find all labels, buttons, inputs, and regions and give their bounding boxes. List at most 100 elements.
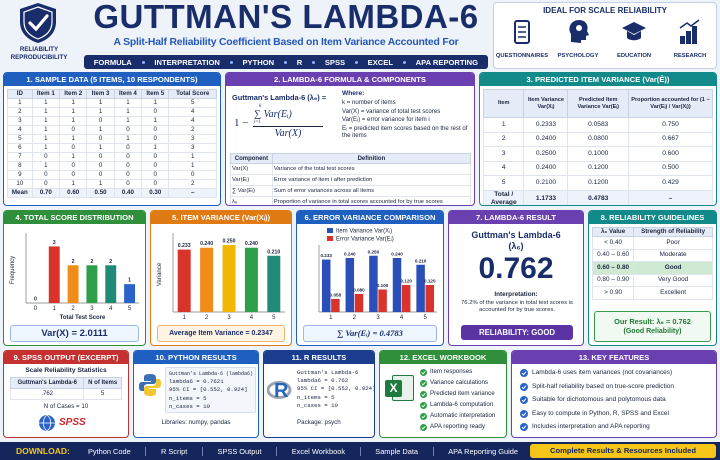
column-header: Guttman's Lambda-6 [9,377,85,389]
table-cell: 1 [482,117,525,133]
chart-result: Var(X) = 2.0111 [10,325,139,342]
table-cell: 1 [31,143,61,153]
bar [401,285,411,312]
table-cell: 0.667 [627,131,714,147]
table-cell: 0 [141,125,170,135]
bar-value-label: 0.240 [245,241,258,247]
bar [177,249,191,312]
check-mark [421,370,426,375]
feature-item: Easy to compute in Python, R, SPSS and E… [532,409,669,417]
code-line: lambda6 = 0.762 [297,377,349,385]
x-tick-label: 5 [128,306,132,312]
code-line: 95% CI = [0.552, 0.924] [297,385,375,393]
y-axis-label: Variance [157,262,163,286]
column-header: Proportion accounted for (1 − Var(Eᵢ) / … [627,89,714,118]
column-header: N of Items [83,377,122,389]
tag-separator [354,60,358,64]
subtitle: A Split-Half Reliability Coefficient Bas… [113,37,459,48]
spss-panel: 9. SPSS OUTPUT (EXCERPT) Scale Reliabilit… [3,350,129,438]
check-mark [521,398,527,403]
table: Item Item Variance Var(Xᵢ) Predicted Item … [482,89,714,205]
table-cell: 2 [168,125,217,135]
formula-one: 1 − [234,117,249,129]
table-cell: Mean [7,188,33,198]
where-item: Eᵢ = predicted item scores based on the … [342,124,468,139]
x-tick-label: 1 [329,315,333,321]
chart: Frequency Total Test Score 0 1 2 3 4 5 0 3 2 2 2 1 [10,233,139,321]
header-row: Guttman's Lambda-6 N of Items [9,377,122,389]
bar [331,298,340,312]
result-name: Guttman's Lambda-6 [471,230,561,240]
spss-logo-icon [39,414,55,432]
table-cell: 3 [482,146,525,162]
check-mark [521,411,527,416]
table: λ₆ Value Strength of Reliability < 0.40 Poo… [591,227,713,300]
table-cell: 1 [59,98,88,108]
check-circle [420,380,427,387]
footer-items: Python Code R Script SPSS Output Excel Work… [88,442,518,460]
bar-value-label: 0.240 [391,252,403,257]
table-cell: 1 [31,116,61,126]
check-icon [520,396,528,404]
check-mark [521,425,527,430]
legend-swatch [327,228,333,233]
table-cell: Poor [633,236,713,250]
x-tick-label: 1 [53,306,57,312]
spss-cases: N of Cases = 10 [43,403,89,410]
title: GUTTMAN'S LAMBDA-6 [93,0,479,35]
tag: EXCEL [367,57,393,67]
table-cell: Excellent [633,286,713,300]
excel-item: Predicted item variance [430,390,495,397]
icon-arrow [679,19,700,29]
column-header: Item 2 [59,89,88,99]
table-cell: 4 [7,125,33,135]
table-row: Var(Eᵢ) Error variance of item i after pr… [230,174,472,186]
table-cell: Total / Average [482,189,525,205]
ideal-label: RESEARCH [673,53,707,59]
table-cell: 0 [31,152,61,162]
table-cell: 0 [86,152,115,162]
tag: INTERPRETATION [154,57,220,67]
legend-swatch [327,236,333,241]
table-cell: 1 [86,107,115,117]
column-header: Item 4 [113,89,143,99]
chart-panel: 4. TOTAL SCORE DISTRIBUTION Frequency Tota… [3,210,146,346]
table-cell: 0.600 [627,146,714,162]
check-mark [421,414,426,419]
where-item: k = number of items [342,99,396,106]
bar [416,264,425,312]
table-cell: 3 [168,143,217,153]
x-tick-label: 0 [34,306,38,312]
chart-result: Average Item Variance = 0.2347 [157,325,285,342]
table-cell: 3 [168,134,217,144]
total-row: Mean 0.70 0.60 0.50 0.40 0.30– [7,188,217,198]
table-cell: 0.500 [627,160,714,176]
table-cell: 1 [113,98,143,108]
r-logo-icon [267,381,292,399]
table-cell: 3 [7,116,33,126]
spss-subtitle: Scale Reliability Statistics [25,367,107,374]
table-cell: 0.1200 [567,175,629,191]
table-cell: – [168,188,217,198]
column-header: Component [230,153,273,164]
table-cell: 1 [31,107,61,117]
bar-value-label: 0.080 [353,288,365,293]
chart: 1 2 3 4 5 0.233 0.240 0.250 0.240 0.210 0.058 0.080… [318,228,437,321]
table-row: .762 5 [9,388,122,400]
formula-lower: i=1 [254,120,261,125]
where-title: Where: [342,90,365,97]
table-cell: 1 [7,98,33,108]
tag: FORMULA [93,57,132,67]
bar-value-label: 2 [109,259,112,265]
python-note: Libraries: numpy, pandas [161,419,231,426]
table: ID Item 1 Item 2 Item 3 Item 4 Item 5 Total Sc… [7,89,217,198]
table-row: < 0.40 Poor [591,236,713,250]
check-circle [420,413,427,420]
footer-item: Sample Data [375,446,418,456]
code-line: Guttman's Lambda-6 [297,369,359,376]
icon-bar [692,26,697,44]
table-cell: Moderate [633,248,713,262]
code-line: n_items = 5 [297,393,335,401]
